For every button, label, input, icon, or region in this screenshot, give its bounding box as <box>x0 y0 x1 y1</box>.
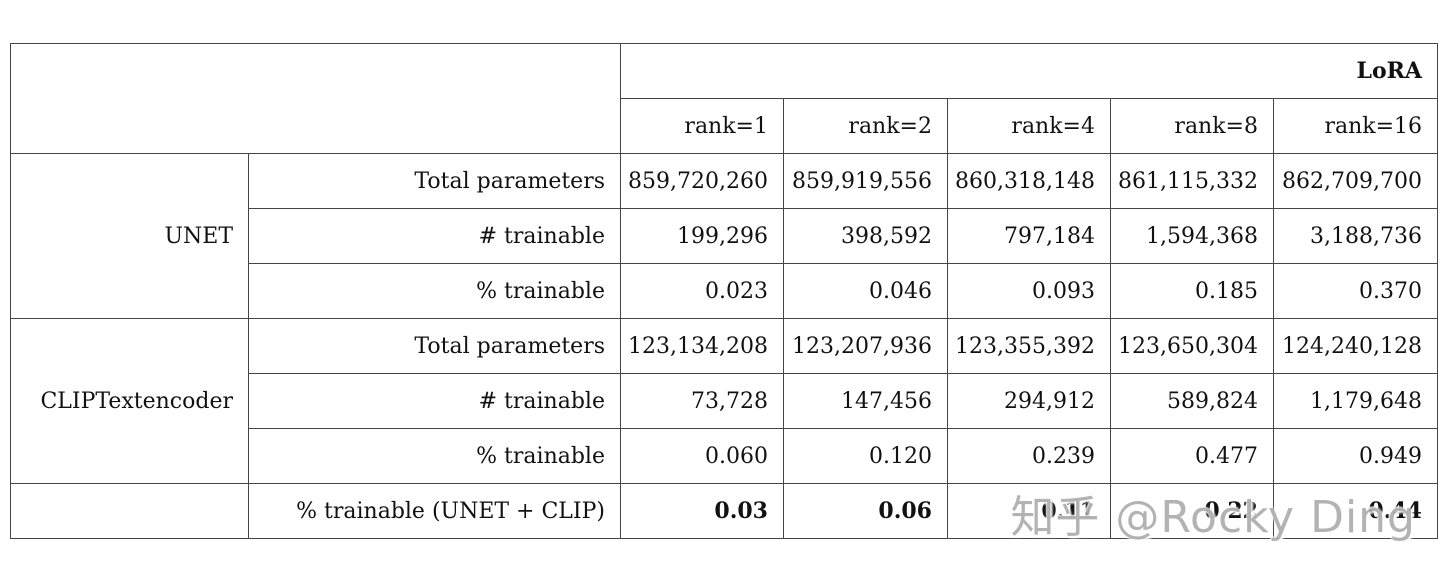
table-cell: 0.03 <box>620 483 784 539</box>
rank-column-header: rank=8 <box>1110 98 1274 154</box>
table-row: # trainable 73,728 147,456 294,912 589,8… <box>11 373 1438 429</box>
section-name-unet: UNET <box>10 153 249 319</box>
table-cell: 0.370 <box>1273 263 1438 319</box>
lora-group-header: LoRA <box>620 43 1438 99</box>
rank-column-header: rank=16 <box>1273 98 1438 154</box>
table-cell: 124,240,128 <box>1273 318 1438 374</box>
row-label: % trainable <box>248 263 621 319</box>
table-cell: 123,134,208 <box>620 318 784 374</box>
table-row: UNET Total parameters 859,720,260 859,91… <box>10 153 1438 319</box>
table-cell: 0.060 <box>620 428 784 484</box>
table-cell: 0.949 <box>1273 428 1438 484</box>
table-cell: 199,296 <box>620 208 784 264</box>
table-cell: 123,650,304 <box>1110 318 1274 374</box>
row-label: # trainable <box>248 373 621 429</box>
summary-row-label: % trainable (UNET + CLIP) <box>248 483 621 539</box>
rank-column-header: rank=1 <box>620 98 784 154</box>
rank-column-header: rank=2 <box>783 98 948 154</box>
table-cell: 0.239 <box>947 428 1111 484</box>
table-cell: 0.023 <box>620 263 784 319</box>
table-cell: 0.11 <box>947 483 1111 539</box>
table-cell: 0.06 <box>783 483 948 539</box>
section-name-cliptextencoder: CLIPTextencoder <box>10 318 249 484</box>
table-row: % trainable 0.060 0.120 0.239 0.477 0.94… <box>11 428 1438 484</box>
table-cell: 0.477 <box>1110 428 1274 484</box>
table-row: % trainable 0.023 0.046 0.093 0.185 0.37… <box>11 263 1438 319</box>
table-cell: 73,728 <box>620 373 784 429</box>
table-cell: 860,318,148 <box>947 153 1111 209</box>
empty-region <box>10 483 249 539</box>
table-cell: 1,594,368 <box>1110 208 1274 264</box>
table-cell: 797,184 <box>947 208 1111 264</box>
table-cell: 0.185 <box>1110 263 1274 319</box>
table-cell: 123,207,936 <box>783 318 948 374</box>
table-cell: 0.046 <box>783 263 948 319</box>
table-row-group-header: LoRA <box>10 43 1438 154</box>
table-row-summary: % trainable (UNET + CLIP) 0.03 0.06 0.11… <box>10 483 1438 539</box>
table-row: # trainable 199,296 398,592 797,184 1,59… <box>11 208 1438 264</box>
table-cell: 861,115,332 <box>1110 153 1274 209</box>
table-cell: 147,456 <box>783 373 948 429</box>
row-label: Total parameters <box>248 153 621 209</box>
table-cell: 0.22 <box>1110 483 1274 539</box>
table-cell: 862,709,700 <box>1273 153 1438 209</box>
table-cell: 0.093 <box>947 263 1111 319</box>
row-label: Total parameters <box>248 318 621 374</box>
table-cell: 859,919,556 <box>783 153 948 209</box>
table-cell: 3,188,736 <box>1273 208 1438 264</box>
table-cell: 294,912 <box>947 373 1111 429</box>
table-cell: 0.44 <box>1273 483 1438 539</box>
table-cell: 1,179,648 <box>1273 373 1438 429</box>
table-row: CLIPTextencoder Total parameters 123,134… <box>10 318 1438 484</box>
table-cell: 398,592 <box>783 208 948 264</box>
row-label: % trainable <box>248 428 621 484</box>
table-cell: 0.120 <box>783 428 948 484</box>
row-label: # trainable <box>248 208 621 264</box>
table-cell: 589,824 <box>1110 373 1274 429</box>
empty-region <box>10 43 621 154</box>
table-cell: 859,720,260 <box>620 153 784 209</box>
rank-column-header: rank=4 <box>947 98 1111 154</box>
table-cell: 123,355,392 <box>947 318 1111 374</box>
lora-parameters-table: LoRA rank=1 rank=2 rank=4 rank=8 rank=16… <box>10 43 1438 539</box>
